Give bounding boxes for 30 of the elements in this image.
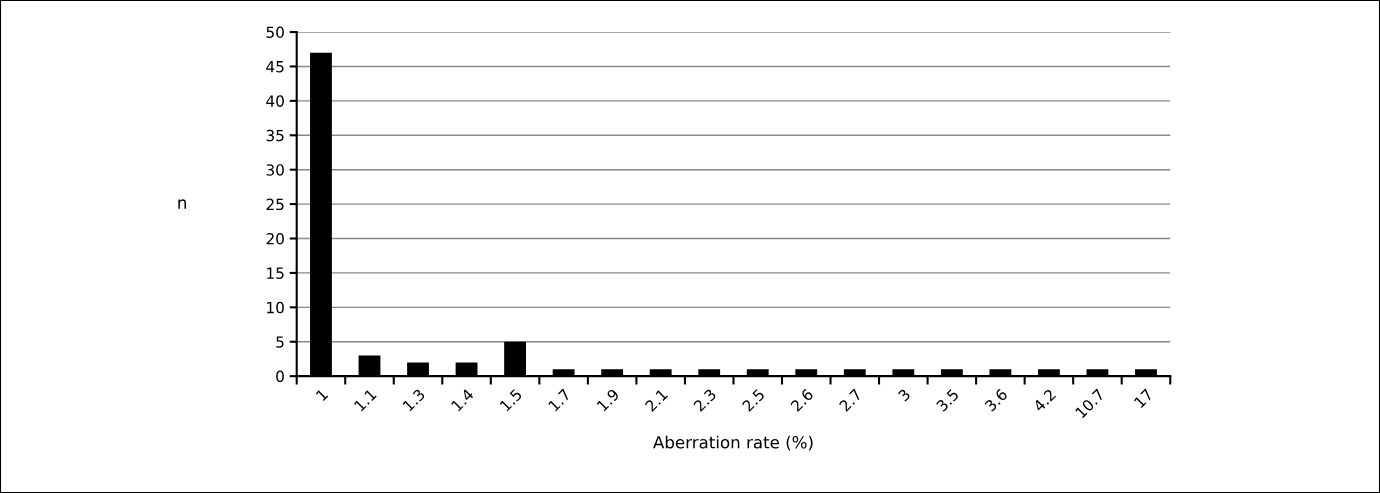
x-tick-label: 1.5: [499, 388, 523, 412]
x-tick-label: 1: [315, 388, 329, 402]
x-tick-label: 1.9: [596, 388, 620, 412]
x-tick-label: 3.6: [984, 388, 1009, 412]
y-tick-label: 15: [267, 267, 284, 279]
x-tick-label: 1.7: [547, 388, 571, 412]
x-tick-label: 4.2: [1032, 388, 1057, 413]
y-tick-label: 5: [276, 336, 284, 348]
x-tick-label: 1.4: [450, 388, 475, 412]
y-tick-label: 50: [266, 26, 284, 39]
x-tick-label: 2.1: [644, 388, 668, 412]
y-tick-label: 45: [266, 61, 284, 73]
x-tick-label: 3.5: [935, 388, 960, 412]
y-tick-label: 10: [267, 301, 284, 314]
x-tick-label: 1.3: [402, 388, 426, 412]
x-tick-label: 2.5: [741, 388, 766, 413]
y-tick-label: 40: [266, 95, 284, 107]
x-tick-label: 2.7: [838, 388, 863, 412]
y-tick-label: 30: [266, 164, 284, 176]
y-tick-label: 25: [266, 198, 284, 211]
x-tick-label: 2.3: [693, 388, 717, 413]
y-tick-label: 0: [276, 370, 284, 383]
x-axis-title: Aberration rate (%): [653, 435, 813, 451]
x-tick-label: 2.6: [790, 388, 814, 413]
x-tick-label: 1.1: [353, 388, 377, 412]
x-tick-label: 3: [897, 388, 911, 402]
y-tick-label: 20: [266, 232, 284, 245]
y-tick-label: 35: [266, 129, 284, 142]
x-tick-label: 17: [1133, 388, 1154, 409]
y-axis-title: n: [178, 199, 186, 209]
